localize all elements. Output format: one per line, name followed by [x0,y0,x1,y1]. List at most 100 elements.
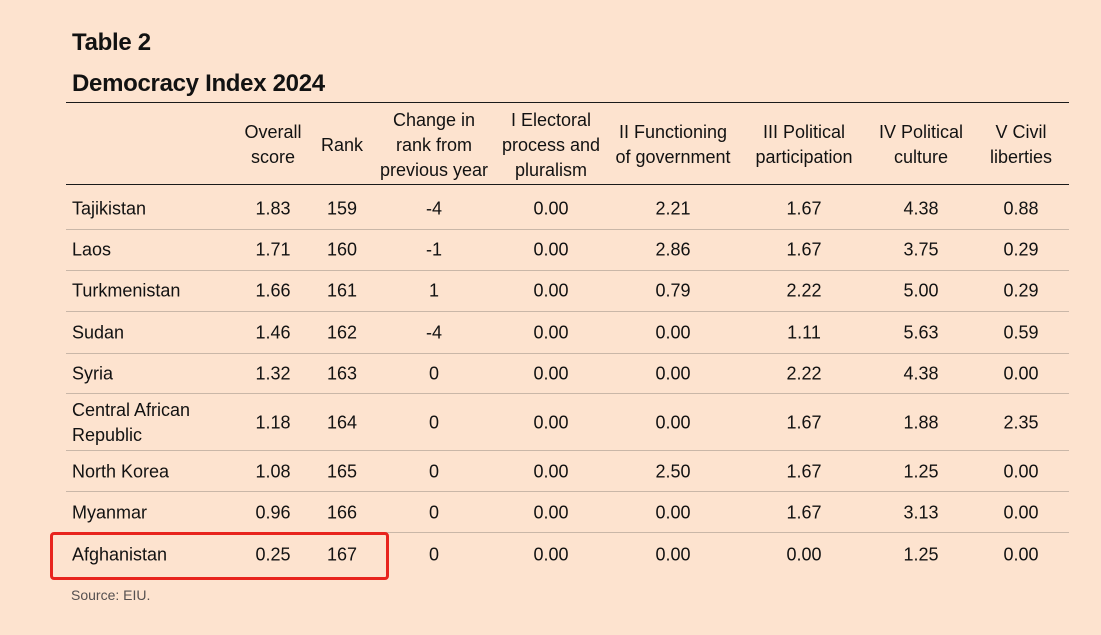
afghanistan-highlight-box [50,532,389,580]
table-cell: 2.50 [655,461,691,482]
column-header: Overall score [244,122,302,167]
table-cell: 159 [326,198,358,219]
table-cell: 0.00 [533,461,569,482]
country-name: Tajikistan [72,198,147,219]
table-cell: 4.38 [903,198,939,219]
country-name: Laos [72,239,112,260]
table-cell: 163 [326,363,358,384]
table-cell: 0.00 [1003,461,1039,482]
table-cell: 0.00 [655,544,691,565]
table-cell: 0.00 [655,502,691,523]
row-divider [66,450,1069,451]
header-rule [66,184,1069,185]
table-cell: 0.00 [533,502,569,523]
table-cell: 0.00 [533,363,569,384]
country-name: Turkmenistan [72,280,181,301]
table-cell: 1.71 [255,239,291,260]
table-cell: 164 [326,412,358,433]
table-cell: 0.00 [655,412,691,433]
row-divider [66,393,1069,394]
table-cell: 0.00 [533,198,569,219]
column-header: Rank [320,134,364,155]
table-cell: 0.00 [1003,502,1039,523]
table-cell: 167 [326,544,358,565]
table-cell: 1.66 [255,280,291,301]
table-label: Table 2 [72,29,151,56]
table-title: Democracy Index 2024 [72,70,325,97]
table-cell: 165 [326,461,358,482]
table-cell: 0.00 [1003,363,1039,384]
table-cell: 1.67 [786,239,822,260]
table-cell: 0.00 [533,544,569,565]
row-divider [66,311,1069,312]
table-cell: 4.38 [903,363,939,384]
table-cell: 3.75 [903,239,939,260]
column-header: IV Political culture [878,122,964,167]
table-cell: 3.13 [903,502,939,523]
row-divider [66,532,1069,533]
table-cell: 2.22 [786,280,822,301]
table-cell: -1 [425,239,443,260]
table-cell: 5.00 [903,280,939,301]
table-cell: 0.00 [533,280,569,301]
row-divider [66,353,1069,354]
table-cell: 2.86 [655,239,691,260]
table-cell: 1.08 [255,461,291,482]
top-rule [66,102,1069,103]
table-cell: 0.29 [1003,280,1039,301]
row-divider [66,229,1069,230]
table-cell: 1.88 [903,412,939,433]
table-cell: -4 [425,322,443,343]
country-name: Afghanistan [72,544,168,565]
row-divider [66,491,1069,492]
table-cell: 0.00 [533,412,569,433]
table-cell: 0.79 [655,280,691,301]
column-header: V Civil liberties [989,122,1053,167]
table-cell: 1.67 [786,198,822,219]
table-cell: 0 [428,461,440,482]
table-cell: 1.18 [255,412,291,433]
table-cell: 0.88 [1003,198,1039,219]
table-cell: 0.96 [255,502,291,523]
table-cell: 2.35 [1003,412,1039,433]
country-name: Myanmar [72,502,148,523]
table-cell: 1.46 [255,322,291,343]
table-cell: 1.67 [786,502,822,523]
table-cell: 2.21 [655,198,691,219]
country-name: Syria [72,363,114,384]
source-note: Source: EIU. [71,587,151,603]
table-cell: -4 [425,198,443,219]
table-cell: 166 [326,502,358,523]
table-cell: 0 [428,363,440,384]
table-cell: 0 [428,412,440,433]
table-cell: 162 [326,322,358,343]
table-cell: 0.29 [1003,239,1039,260]
table-cell: 0.00 [655,322,691,343]
column-header: Change in rank from previous year [379,109,489,180]
row-divider [66,270,1069,271]
column-header: II Functioning of government [615,122,731,167]
table-cell: 0.25 [255,544,291,565]
table-cell: 1.83 [255,198,291,219]
country-name: North Korea [72,461,170,482]
table-cell: 160 [326,239,358,260]
column-header: I Electoral process and pluralism [501,109,601,180]
table-cell: 1 [428,280,440,301]
country-name: Central African Republic [72,400,191,445]
table-cell: 1.11 [787,322,821,343]
table-cell: 1.67 [786,412,822,433]
table-cell: 2.22 [786,363,822,384]
table-cell: 1.25 [903,544,939,565]
table-cell: 1.25 [903,461,939,482]
table-cell: 5.63 [903,322,939,343]
table-cell: 0.00 [786,544,822,565]
table-cell: 1.67 [786,461,822,482]
country-name: Sudan [72,322,125,343]
table-cell: 0 [428,502,440,523]
table-cell: 0.59 [1003,322,1039,343]
table-cell: 0.00 [1003,544,1039,565]
table-cell: 0.00 [533,239,569,260]
table-cell: 0 [428,544,440,565]
column-header: III Political participation [755,122,853,167]
table-cell: 0.00 [655,363,691,384]
